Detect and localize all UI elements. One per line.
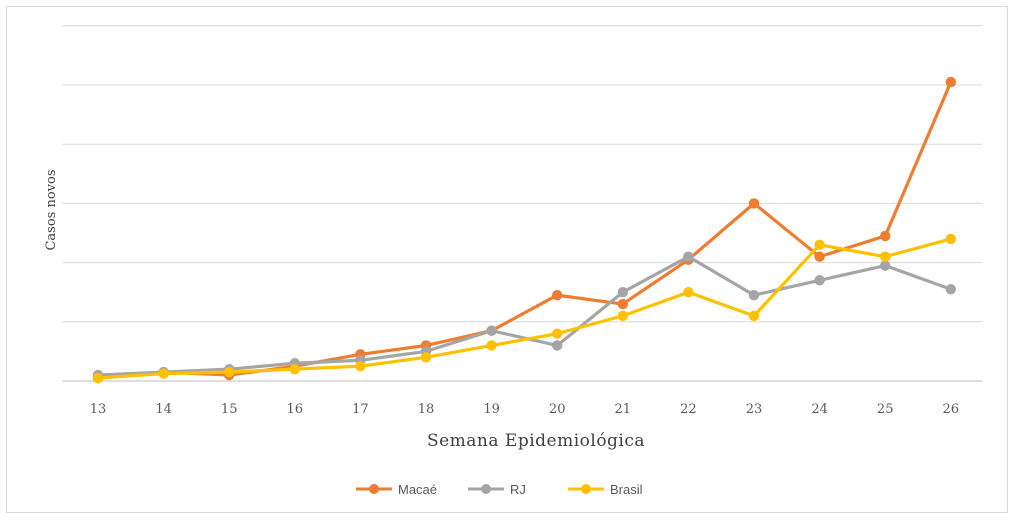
series-layer: [92, 76, 956, 384]
data-point: [945, 233, 956, 245]
legend-label: Brasil: [610, 482, 643, 497]
data-point: [617, 298, 628, 310]
series-line: [96, 255, 953, 377]
legend-swatch-marker: [369, 484, 379, 494]
x-tick-label: 19: [483, 402, 500, 417]
data-point: [683, 287, 694, 298]
y-axis-label: Casos novos: [44, 169, 59, 250]
x-tick-label: 18: [418, 402, 435, 417]
x-tick-label: 17: [352, 402, 369, 417]
data-point: [289, 363, 300, 375]
x-tick-label: 15: [221, 402, 238, 417]
x-axis-label: Semana Epidemiológica: [427, 431, 645, 451]
data-point: [617, 287, 628, 298]
data-point: [552, 328, 563, 339]
data-point: [158, 368, 169, 379]
x-tick-label: 16: [287, 402, 304, 417]
legend-label: RJ: [510, 482, 526, 497]
data-point: [880, 230, 891, 242]
data-point: [880, 260, 891, 271]
data-point: [683, 251, 694, 262]
series-brasil: [92, 233, 956, 384]
series-line: [96, 237, 953, 380]
x-tick-label: 23: [746, 402, 763, 417]
data-point: [486, 325, 497, 336]
x-tick-label: 26: [943, 402, 960, 417]
data-point: [552, 340, 563, 351]
data-point: [945, 76, 956, 88]
x-tick-label: 24: [811, 402, 828, 417]
legend-label: Macaé: [398, 482, 437, 497]
data-point: [748, 289, 760, 301]
data-point: [552, 289, 563, 301]
data-point: [486, 340, 497, 351]
data-point: [814, 275, 825, 286]
x-tick-labels: 13 14 15 16 17 18 19 20 21 22 23 24 25 26: [90, 402, 959, 417]
legend-item: RJ: [468, 482, 526, 497]
x-tick-label: 25: [877, 402, 894, 417]
data-point: [880, 251, 891, 262]
data-point: [748, 198, 760, 209]
data-point: [617, 310, 628, 322]
data-point: [420, 352, 432, 363]
chart-frame: [6, 6, 1008, 513]
legend-swatch-marker: [481, 484, 491, 494]
x-tick-label: 20: [549, 402, 566, 417]
x-tick-label: 13: [90, 402, 107, 417]
data-point: [748, 310, 760, 322]
data-point: [945, 284, 956, 295]
x-tick-label: 14: [155, 402, 172, 417]
series-rj: [92, 251, 956, 381]
legend-item: Macaé: [356, 482, 437, 497]
data-point: [814, 239, 825, 251]
data-point: [814, 251, 825, 262]
x-tick-label: 22: [680, 402, 697, 417]
legend-swatch-marker: [581, 484, 591, 494]
legend: Macaé RJ Brasil: [356, 482, 643, 497]
data-point: [224, 366, 235, 378]
x-tick-label: 21: [615, 402, 632, 417]
data-point: [355, 361, 366, 372]
data-point: [92, 372, 104, 384]
series-line: [96, 80, 953, 380]
gridlines: [62, 25, 982, 382]
legend-item: Brasil: [568, 482, 643, 497]
